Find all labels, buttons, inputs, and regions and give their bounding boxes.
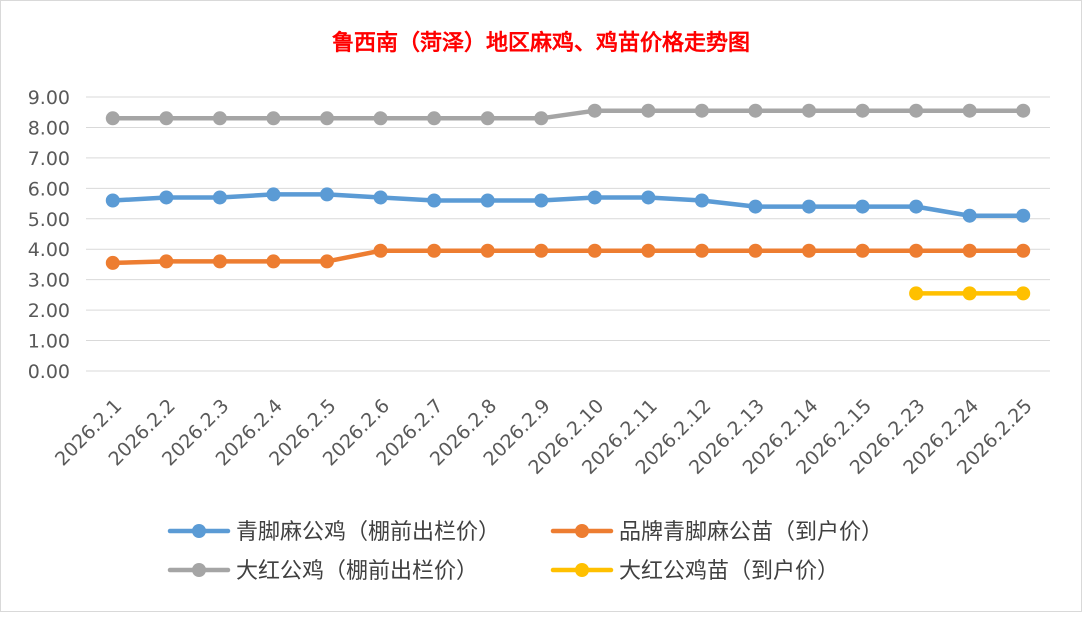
series-1 xyxy=(105,187,1031,223)
data-point xyxy=(641,190,656,205)
data-point xyxy=(909,199,924,214)
data-point xyxy=(587,103,602,118)
y-tick-label: 5.00 xyxy=(28,209,70,231)
data-point xyxy=(802,199,816,214)
legend-item: 大红公鸡（棚前出栏价） xyxy=(167,559,478,584)
legend: 青脚麻公鸡（棚前出栏价） 品牌青脚麻公苗（到户价） 大红公鸡（棚前出栏价） 大红公鸡苗… xyxy=(167,520,883,584)
legend-label: 大红公鸡（棚前出栏价） xyxy=(236,559,478,584)
y-axis-tick-labels: 0.00 1.00 2.00 3.00 4.00 5.00 6.00 7.00 8.00 9.00 xyxy=(28,87,70,383)
data-point xyxy=(909,286,924,301)
data-point xyxy=(855,243,870,258)
data-point xyxy=(587,243,602,258)
data-point xyxy=(427,243,442,258)
y-tick-label: 9.00 xyxy=(28,87,70,109)
series-line xyxy=(110,108,1026,121)
series-2 xyxy=(105,243,1031,270)
y-tick-label: 1.00 xyxy=(28,331,70,353)
data-point xyxy=(480,243,495,258)
data-point xyxy=(320,254,334,269)
data-point xyxy=(909,243,924,258)
y-tick-label: 8.00 xyxy=(28,117,70,139)
legend-item: 大红公鸡苗（到户价） xyxy=(550,559,839,584)
legend-swatch-marker xyxy=(192,524,206,538)
series-lines xyxy=(105,103,1031,301)
data-point xyxy=(159,254,174,269)
data-point xyxy=(266,111,281,126)
legend-item: 品牌青脚麻公苗（到户价） xyxy=(550,520,883,545)
series-3 xyxy=(105,103,1031,126)
series-4 xyxy=(909,286,1031,301)
series-line xyxy=(110,192,1026,218)
data-point xyxy=(212,254,227,269)
data-point xyxy=(962,208,977,223)
data-point xyxy=(641,103,656,118)
data-point xyxy=(1016,286,1031,301)
data-point xyxy=(212,111,227,126)
legend-label: 大红公鸡苗（到户价） xyxy=(619,559,839,584)
data-point xyxy=(748,199,763,214)
data-point xyxy=(802,103,816,118)
chart-title: 鲁西南（菏泽）地区麻鸡、鸡苗价格走势图 xyxy=(331,30,750,56)
data-point xyxy=(748,243,763,258)
data-point xyxy=(1016,103,1031,118)
data-point xyxy=(534,111,549,126)
data-point xyxy=(694,243,709,258)
data-point xyxy=(587,190,602,205)
data-point xyxy=(105,111,120,126)
data-point xyxy=(694,103,709,118)
legend-item: 青脚麻公鸡（棚前出栏价） xyxy=(167,520,500,545)
data-point xyxy=(962,243,977,258)
data-point xyxy=(320,111,334,126)
data-point xyxy=(694,193,709,208)
data-point xyxy=(962,286,977,301)
data-point xyxy=(159,190,174,205)
data-point xyxy=(373,190,388,205)
y-tick-label: 7.00 xyxy=(28,148,70,170)
legend-label: 品牌青脚麻公苗（到户价） xyxy=(619,520,883,545)
data-point xyxy=(480,193,495,208)
data-point xyxy=(266,254,281,269)
data-point xyxy=(802,243,816,258)
data-point xyxy=(159,111,174,126)
y-tick-label: 6.00 xyxy=(28,178,70,200)
data-point xyxy=(266,187,281,202)
y-tick-label: 4.00 xyxy=(28,239,70,261)
legend-swatch-marker xyxy=(575,524,589,538)
data-point xyxy=(373,111,388,126)
series-line xyxy=(110,248,1026,266)
data-point xyxy=(962,103,977,118)
data-point xyxy=(480,111,495,126)
data-point xyxy=(1016,243,1031,258)
y-tick-label: 3.00 xyxy=(28,270,70,292)
data-point xyxy=(534,193,549,208)
data-point xyxy=(427,111,442,126)
legend-label: 青脚麻公鸡（棚前出栏价） xyxy=(236,520,500,545)
data-point xyxy=(105,255,120,270)
data-point xyxy=(212,190,227,205)
data-point xyxy=(855,103,870,118)
y-tick-label: 0.00 xyxy=(28,361,70,383)
data-point xyxy=(320,187,334,202)
y-tick-label: 2.00 xyxy=(28,300,70,322)
data-point xyxy=(534,243,549,258)
data-point xyxy=(855,199,870,214)
data-point xyxy=(641,243,656,258)
data-point xyxy=(909,103,924,118)
legend-swatch-marker xyxy=(192,563,206,577)
data-point xyxy=(748,103,763,118)
data-point xyxy=(427,193,442,208)
data-point xyxy=(1016,208,1031,223)
legend-swatch-marker xyxy=(575,563,589,577)
data-point xyxy=(373,243,388,258)
data-point xyxy=(105,193,120,208)
